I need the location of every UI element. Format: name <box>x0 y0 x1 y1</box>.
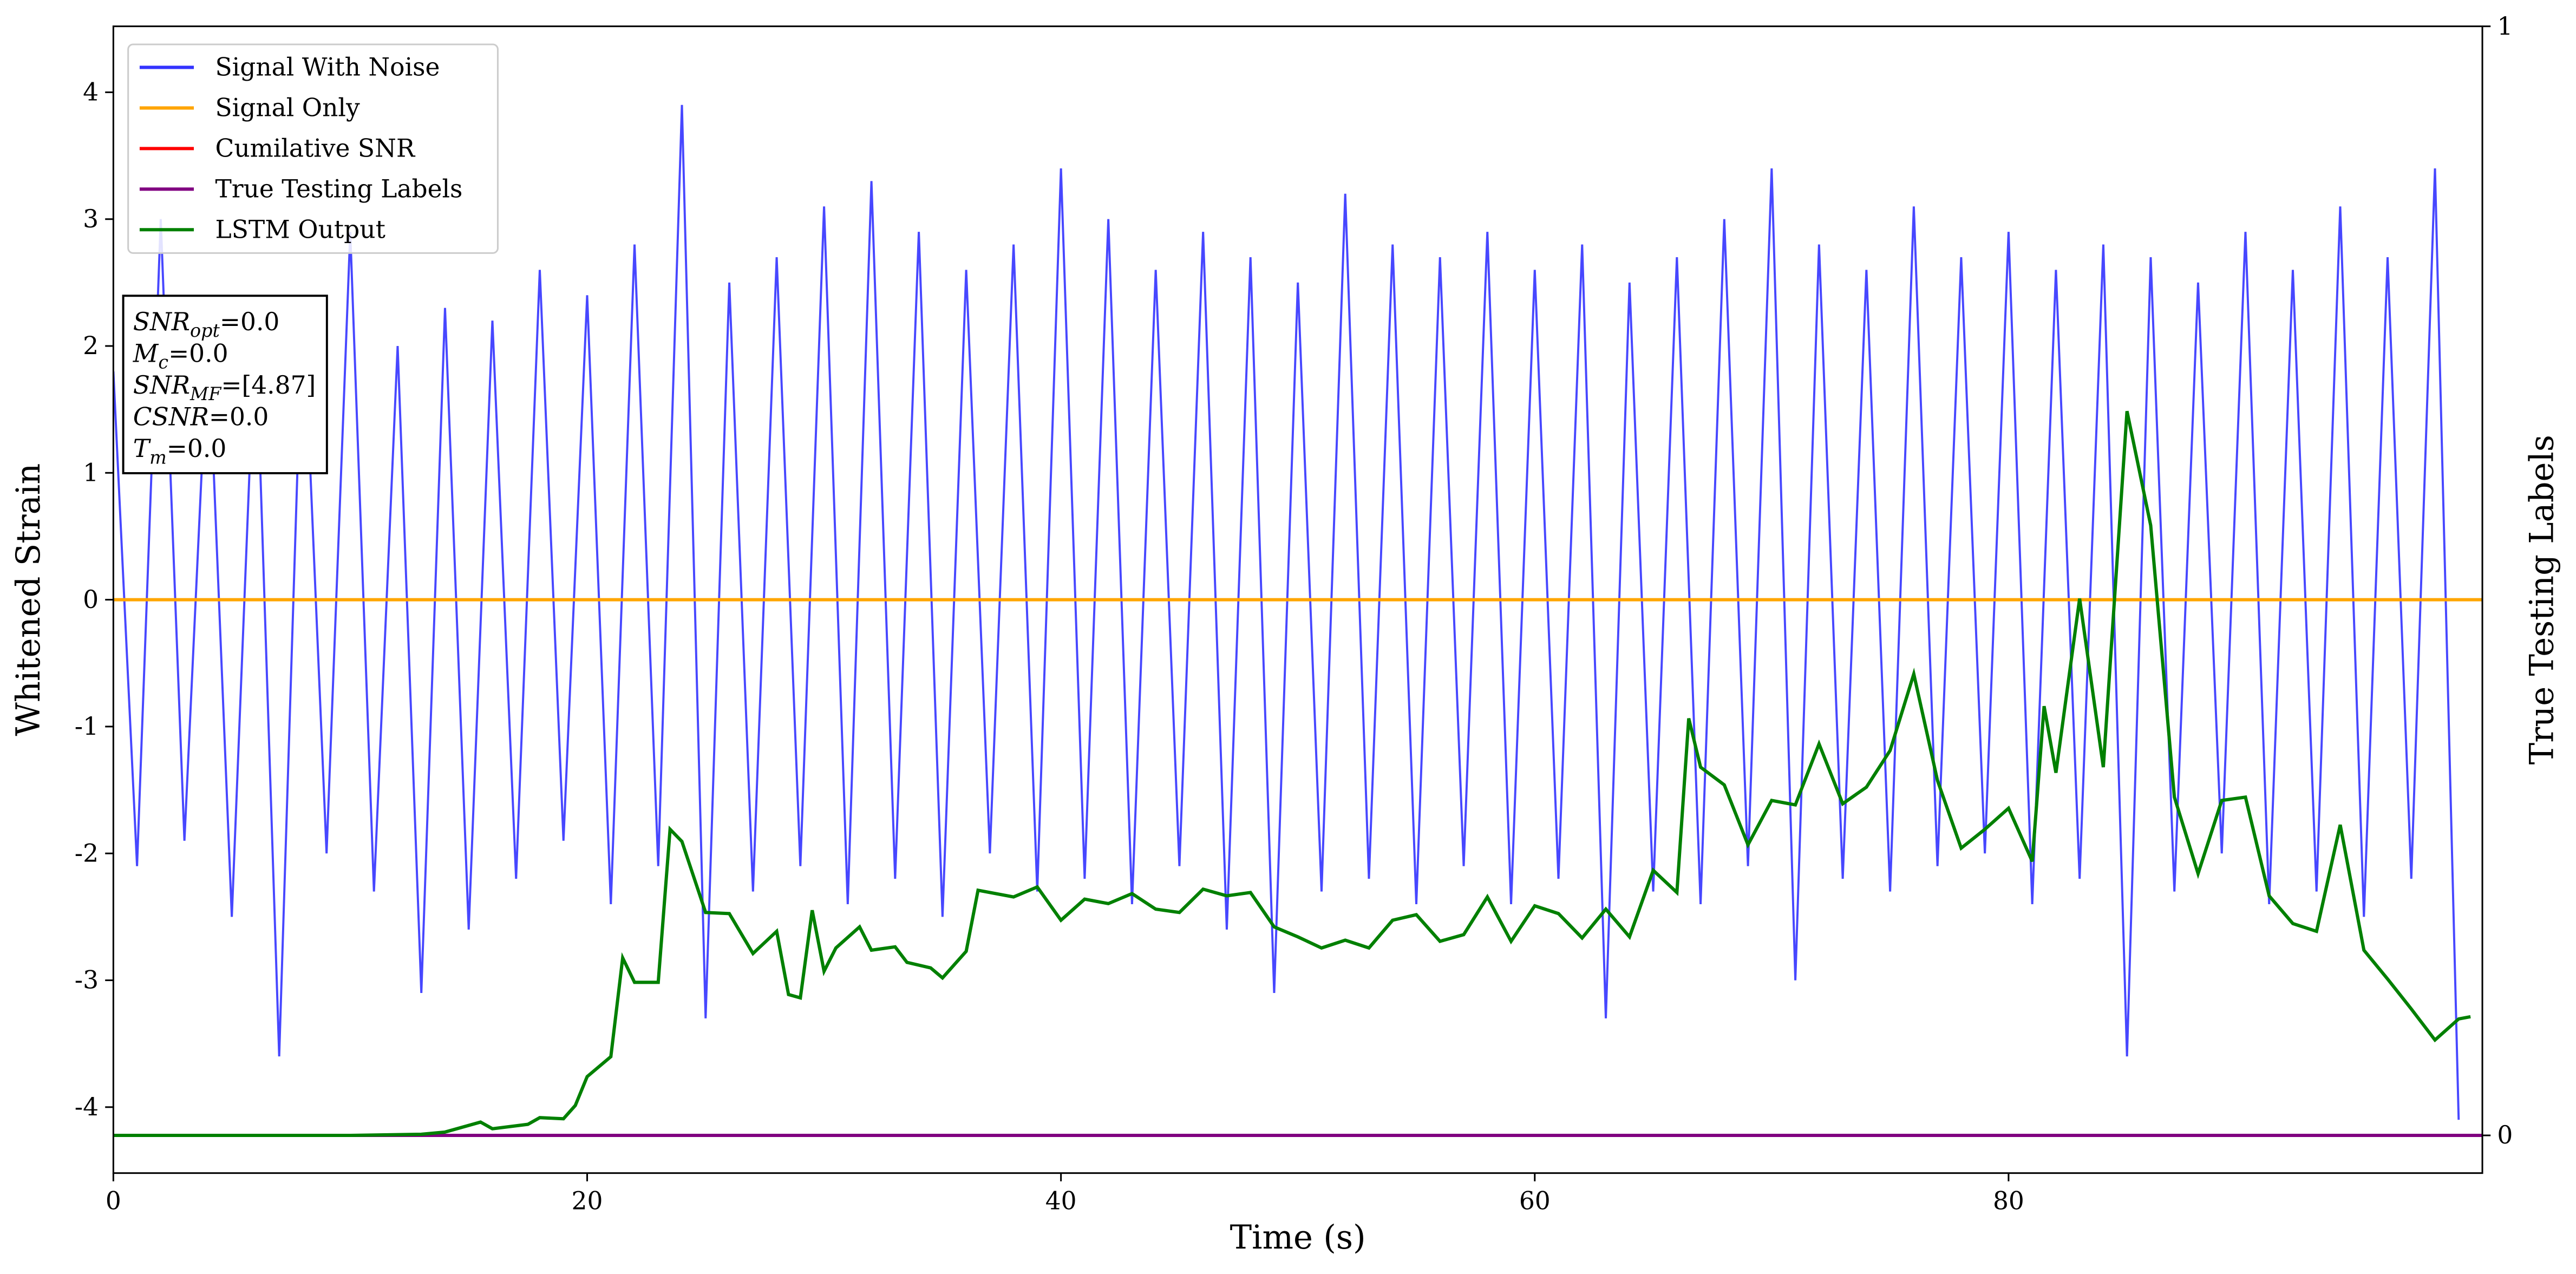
annotation: SNRopt=0.0Mc=0.0SNRMF=[4.87]CSNR=0.0Tm=0… <box>122 295 328 474</box>
y-tick-label: 0 <box>83 585 99 614</box>
annotation-sub: MF <box>189 383 222 404</box>
plot-area <box>113 104 2483 1138</box>
annotation-rest: =0.0 <box>220 308 279 336</box>
annotation-line: SNRopt=0.0 <box>133 308 280 341</box>
x-axis-label: Time (s) <box>1230 1219 1366 1257</box>
annotation-line: Mc=0.0 <box>133 339 228 373</box>
annotation-rest: =0.0 <box>167 434 226 463</box>
x-tick-label: 80 <box>1993 1186 2024 1215</box>
annotation-main: CSNR <box>133 403 209 432</box>
annotation-line: CSNR=0.0 <box>133 403 269 432</box>
legend-label: Cumilative SNR <box>215 134 416 163</box>
y2-axis-label: True Testing Labels <box>2523 435 2561 765</box>
y-tick-label: 1 <box>83 458 99 487</box>
annotation-main: T <box>133 434 152 463</box>
y-tick-label: -2 <box>75 839 99 867</box>
legend-label: Signal With Noise <box>215 53 440 82</box>
x-tick-label: 40 <box>1045 1186 1077 1215</box>
series-line <box>113 410 2471 1138</box>
y2-tick-label: 0 <box>2497 1121 2513 1149</box>
annotation-main: M <box>133 339 159 368</box>
annotation-line: Tm=0.0 <box>133 434 226 468</box>
y-axis-label: Whitened Strain <box>10 463 48 736</box>
annotation-box <box>122 295 328 474</box>
annotation-sub: c <box>158 352 168 373</box>
x-tick-label: 60 <box>1519 1186 1551 1215</box>
legend: Signal With Noise Signal Only Cumilative S… <box>127 43 499 254</box>
y-tick-label: 2 <box>83 331 99 360</box>
y-tick-label: 3 <box>83 205 99 233</box>
annotation-main: SNR <box>133 308 190 336</box>
x-tick-label: 0 <box>106 1186 121 1215</box>
legend-box <box>127 43 499 254</box>
annotation-line: SNRMF=[4.87] <box>133 371 316 404</box>
legend-label: Signal Only <box>215 94 360 122</box>
annotation-sub: opt <box>190 320 220 341</box>
y2-tick-label: 1 <box>2497 12 2513 41</box>
y-tick-label: 4 <box>83 78 99 107</box>
annotation-rest: =0.0 <box>168 339 228 368</box>
legend-label: True Testing Labels <box>215 174 463 203</box>
annotation-main: SNR <box>133 371 190 400</box>
y-tick-label: -3 <box>75 966 99 995</box>
annotation-rest: =[4.87] <box>221 371 316 400</box>
legend-label: LSTM Output <box>215 215 385 244</box>
annotation-rest: =0.0 <box>209 403 269 432</box>
y-tick-label: -1 <box>75 712 99 741</box>
y-tick-label: -4 <box>75 1093 99 1121</box>
series-line <box>113 104 2460 1120</box>
x-tick-label: 20 <box>572 1186 603 1215</box>
annotation-sub: m <box>149 447 167 468</box>
